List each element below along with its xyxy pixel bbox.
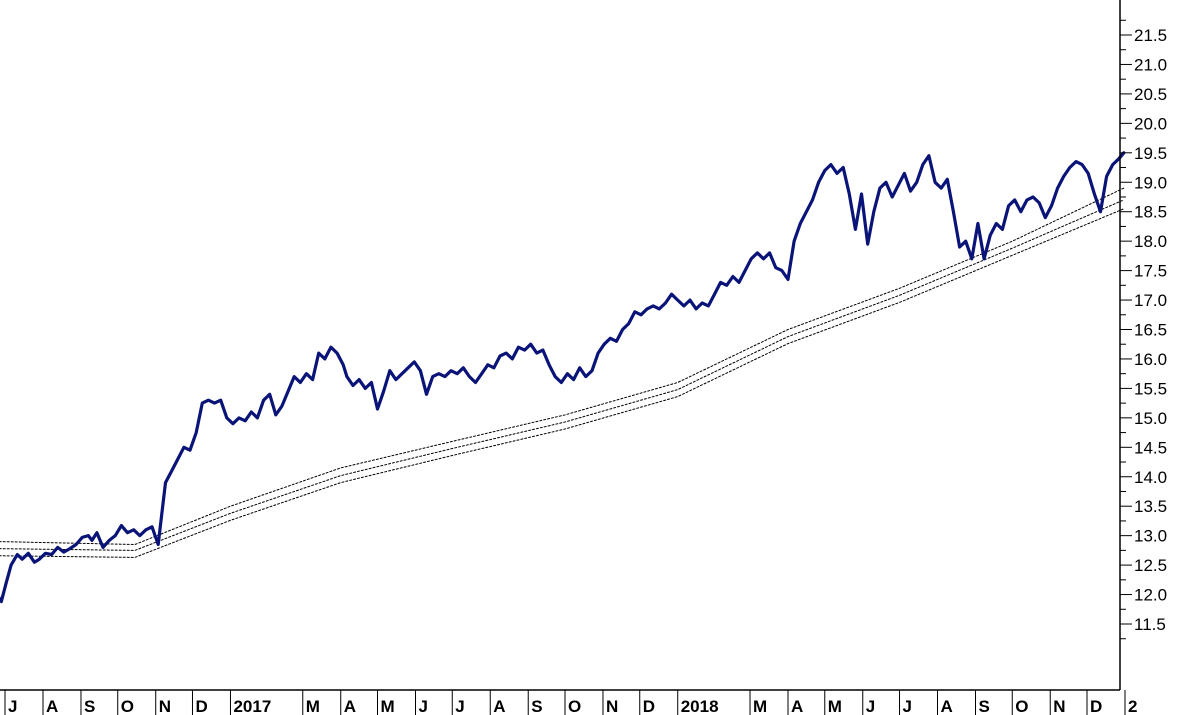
x-tick-label: S <box>978 697 989 715</box>
x-tick-label: J <box>455 697 464 715</box>
x-tick-label: J <box>903 697 912 715</box>
x-tick-label: A <box>941 697 953 715</box>
x-tick-label: O <box>568 697 581 715</box>
x-tick-label: D <box>1090 697 1102 715</box>
band-line-3 <box>0 208 1125 558</box>
y-tick-label: 16.0 <box>1134 350 1167 369</box>
y-tick-label: 19.5 <box>1134 144 1167 163</box>
y-tick-label: 15.5 <box>1134 379 1167 398</box>
x-tick-label: M <box>381 697 395 715</box>
x-tick-label: S <box>531 697 542 715</box>
y-tick-label: 21.5 <box>1134 26 1167 45</box>
x-tick-label: J <box>418 697 427 715</box>
y-tick-label: 13.0 <box>1134 527 1167 546</box>
x-tick-label: N <box>1053 697 1065 715</box>
y-tick-label: 11.5 <box>1134 615 1166 634</box>
x-tick-label: M <box>828 697 842 715</box>
y-tick-label: 14.5 <box>1134 438 1167 457</box>
y-axis: 11.5 12.0 12.5 13.0 13.5 14.0 14.5 15.0 15.5 16.0… <box>1120 19 1167 640</box>
y-tick-label: 17.5 <box>1134 262 1167 281</box>
y-tick-label: 20.0 <box>1134 114 1167 133</box>
band-line-1 <box>0 187 1125 545</box>
y-tick-label: 17.0 <box>1134 291 1167 310</box>
y-tick-label: 16.5 <box>1134 321 1167 340</box>
y-tick-label: 18.5 <box>1134 203 1167 222</box>
x-tick-label: J <box>8 697 17 715</box>
y-tick-label: 12.5 <box>1134 556 1167 575</box>
x-tick-label: N <box>159 697 171 715</box>
x-tick-label: N <box>606 697 618 715</box>
x-tick-label: O <box>121 697 134 715</box>
price-line <box>0 151 1126 604</box>
x-tick-label: 2 <box>1128 697 1137 715</box>
y-tick-label: 21.0 <box>1134 55 1167 74</box>
x-tick-label: D <box>643 697 655 715</box>
x-axis: J A S O N D 2017 M A M J J A S O N D 2018 M A M J J A S O N D 2 <box>4 690 1137 715</box>
y-tick-label: 20.5 <box>1134 85 1167 104</box>
y-tick-label: 19.0 <box>1134 173 1167 192</box>
y-tick-label: 15.0 <box>1134 409 1167 428</box>
x-tick-label: A <box>493 697 505 715</box>
x-tick-label: O <box>1015 697 1028 715</box>
x-tick-label: A <box>46 697 58 715</box>
x-tick-label: A <box>791 697 803 715</box>
y-tick-label: 14.0 <box>1134 468 1167 487</box>
x-tick-label: S <box>84 697 95 715</box>
plot-area <box>0 151 1126 604</box>
y-tick-label: 12.0 <box>1134 586 1167 605</box>
y-tick-label: 18.0 <box>1134 232 1167 251</box>
x-tick-label: 2017 <box>233 697 271 715</box>
x-tick-label: A <box>344 697 356 715</box>
y-tick-label: 13.5 <box>1134 497 1167 516</box>
x-tick-label: M <box>753 697 767 715</box>
x-tick-label: 2018 <box>681 697 719 715</box>
x-tick-label: D <box>195 697 207 715</box>
x-tick-label: M <box>306 697 320 715</box>
x-tick-label: J <box>866 697 875 715</box>
band-line-2 <box>0 199 1125 551</box>
